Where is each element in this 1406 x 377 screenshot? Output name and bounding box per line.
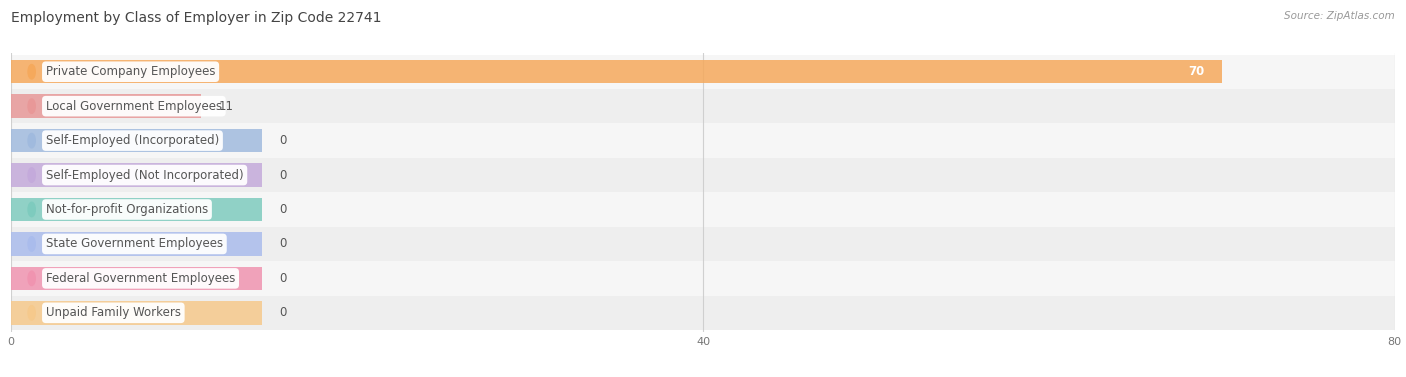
Text: Private Company Employees: Private Company Employees: [46, 65, 215, 78]
Circle shape: [28, 306, 35, 320]
Circle shape: [28, 271, 35, 286]
Text: 0: 0: [280, 307, 287, 319]
Text: Not-for-profit Organizations: Not-for-profit Organizations: [46, 203, 208, 216]
Circle shape: [28, 168, 35, 182]
Circle shape: [28, 202, 35, 217]
Text: 0: 0: [280, 238, 287, 250]
Text: Federal Government Employees: Federal Government Employees: [46, 272, 235, 285]
Bar: [11, 163, 262, 187]
Text: Unpaid Family Workers: Unpaid Family Workers: [46, 307, 181, 319]
Text: 0: 0: [280, 272, 287, 285]
FancyBboxPatch shape: [11, 55, 1395, 89]
Circle shape: [28, 99, 35, 113]
FancyBboxPatch shape: [11, 123, 1395, 158]
Text: 0: 0: [280, 203, 287, 216]
Bar: [11, 232, 262, 256]
FancyBboxPatch shape: [11, 227, 1395, 261]
Bar: [11, 129, 262, 152]
Text: Self-Employed (Incorporated): Self-Employed (Incorporated): [46, 134, 219, 147]
Text: State Government Employees: State Government Employees: [46, 238, 224, 250]
Text: 0: 0: [280, 134, 287, 147]
FancyBboxPatch shape: [11, 261, 1395, 296]
FancyBboxPatch shape: [11, 296, 1395, 330]
Text: Employment by Class of Employer in Zip Code 22741: Employment by Class of Employer in Zip C…: [11, 11, 382, 25]
Bar: [11, 198, 262, 221]
FancyBboxPatch shape: [11, 158, 1395, 192]
Bar: [11, 301, 262, 325]
Circle shape: [28, 133, 35, 148]
Circle shape: [28, 64, 35, 79]
Text: Local Government Employees: Local Government Employees: [46, 100, 222, 113]
FancyBboxPatch shape: [11, 89, 1395, 123]
Text: Source: ZipAtlas.com: Source: ZipAtlas.com: [1284, 11, 1395, 21]
Text: 11: 11: [219, 100, 233, 113]
Text: Self-Employed (Not Incorporated): Self-Employed (Not Incorporated): [46, 169, 243, 182]
Text: 0: 0: [280, 169, 287, 182]
Bar: [11, 95, 201, 118]
FancyBboxPatch shape: [11, 192, 1395, 227]
Text: 70: 70: [1188, 65, 1205, 78]
Circle shape: [28, 237, 35, 251]
Bar: [11, 60, 1222, 83]
Bar: [11, 267, 262, 290]
